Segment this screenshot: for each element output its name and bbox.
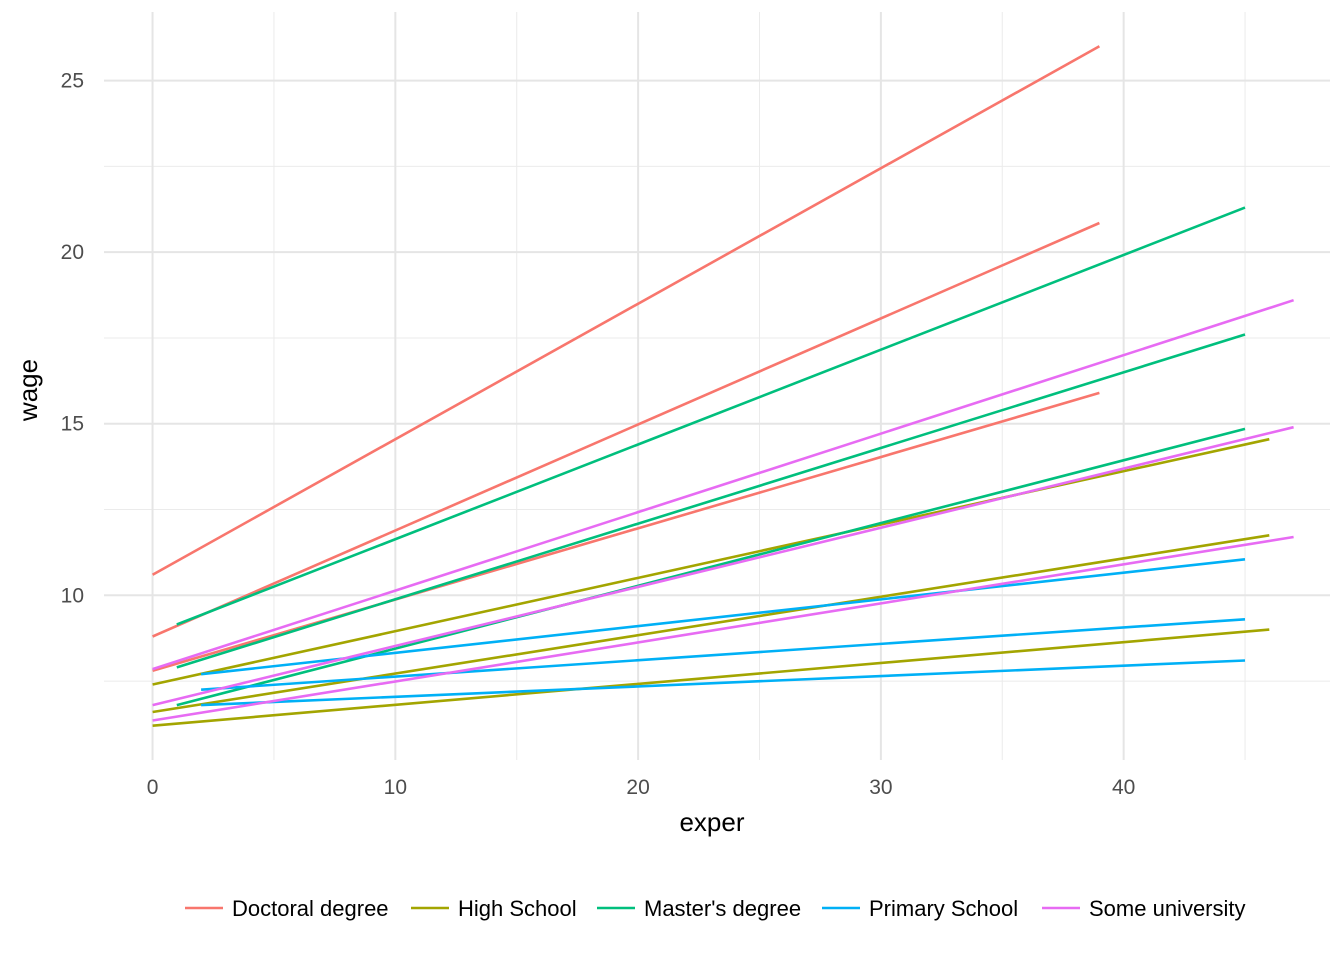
x-tick-label: 40 xyxy=(1112,776,1135,799)
minor-gridlines xyxy=(104,12,1330,760)
series-line-primary-school xyxy=(201,659,1246,707)
series-line-master-s-degree xyxy=(176,427,1246,707)
series-line-high-school xyxy=(152,628,1270,727)
series-some-university xyxy=(152,298,1294,722)
x-axis-title: exper xyxy=(679,807,744,837)
series-line-primary-school xyxy=(201,618,1246,691)
y-tick-label: 25 xyxy=(61,70,84,93)
series-line-master-s-degree xyxy=(176,333,1246,669)
series-line-some-university xyxy=(152,298,1294,671)
series-line-master-s-degree xyxy=(176,206,1246,626)
legend-label: Master's degree xyxy=(644,896,801,921)
series-line-high-school xyxy=(152,437,1270,686)
series-lines xyxy=(151,45,1294,727)
series-line-some-university xyxy=(152,425,1294,707)
x-tick-label: 20 xyxy=(626,776,649,799)
y-tick-label: 10 xyxy=(61,584,84,607)
y-axis-tick-labels: 10 15 20 25 xyxy=(61,70,84,608)
x-tick-label: 10 xyxy=(384,776,407,799)
legend-item-primary-school: Primary School xyxy=(822,896,1018,921)
x-tick-label: 0 xyxy=(147,776,159,799)
legend-label: Primary School xyxy=(869,896,1018,921)
x-axis-tick-labels: 0 10 20 30 40 xyxy=(147,776,1136,799)
legend-label: Doctoral degree xyxy=(232,896,389,921)
legend-label: Some university xyxy=(1089,896,1246,921)
series-line-doctoral-degree xyxy=(152,221,1100,638)
y-tick-label: 15 xyxy=(61,413,84,436)
legend-label: High School xyxy=(458,896,577,921)
series-primary-school xyxy=(200,558,1246,707)
series-high-school xyxy=(152,437,1270,727)
legend-item-high-school: High School xyxy=(411,896,577,921)
legend-item-master-s-degree: Master's degree xyxy=(597,896,801,921)
major-gridlines xyxy=(104,12,1330,760)
legend-item-some-university: Some university xyxy=(1042,896,1246,921)
series-master-s-degree xyxy=(176,206,1246,707)
y-tick-label: 20 xyxy=(61,241,84,264)
series-line-high-school xyxy=(152,534,1270,714)
y-axis-title: wage xyxy=(13,359,43,422)
series-line-doctoral-degree xyxy=(152,391,1100,673)
series-line-doctoral-degree xyxy=(151,45,1101,576)
x-tick-label: 30 xyxy=(869,776,892,799)
series-line-primary-school xyxy=(200,558,1246,676)
legend: Doctoral degree High School Master's degre… xyxy=(185,896,1246,921)
legend-item-doctoral-degree: Doctoral degree xyxy=(185,896,389,921)
series-line-some-university xyxy=(152,535,1294,722)
